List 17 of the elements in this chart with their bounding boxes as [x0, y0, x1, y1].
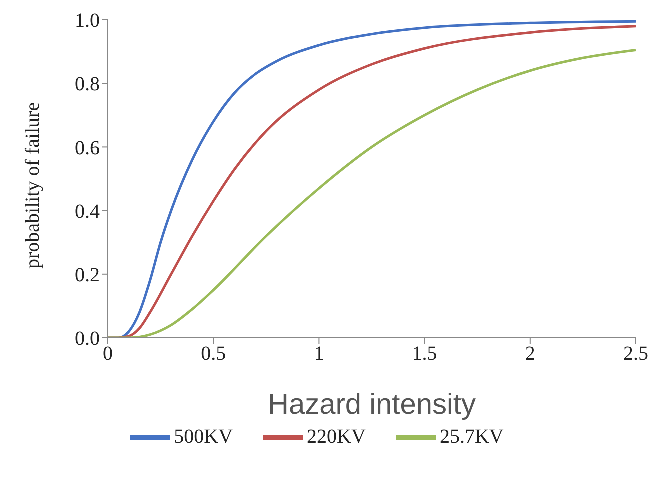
- legend-label: 25.7KV: [440, 426, 504, 448]
- x-axis-title: Hazard intensity: [268, 389, 476, 421]
- x-tick-label: 0.5: [201, 343, 226, 366]
- legend-label: 500KV: [174, 426, 234, 448]
- x-tick-label: 0: [103, 343, 113, 366]
- y-axis-title: probability of failure: [22, 102, 44, 269]
- x-tick-label: 1.5: [412, 343, 438, 366]
- y-tick-label: 1.0: [75, 10, 100, 32]
- y-tick-label: 0.0: [75, 328, 100, 350]
- y-tick-label: 0.6: [75, 137, 100, 160]
- x-tick-label: 2.5: [624, 343, 648, 366]
- y-tick-label: 0.8: [75, 74, 100, 96]
- x-tick-label: 1: [314, 343, 324, 366]
- y-tick-label: 0.2: [75, 264, 100, 286]
- x-tick-label: 2: [525, 343, 536, 366]
- legend-label: 220KV: [307, 426, 366, 448]
- y-tick-label: 0.4: [75, 200, 100, 223]
